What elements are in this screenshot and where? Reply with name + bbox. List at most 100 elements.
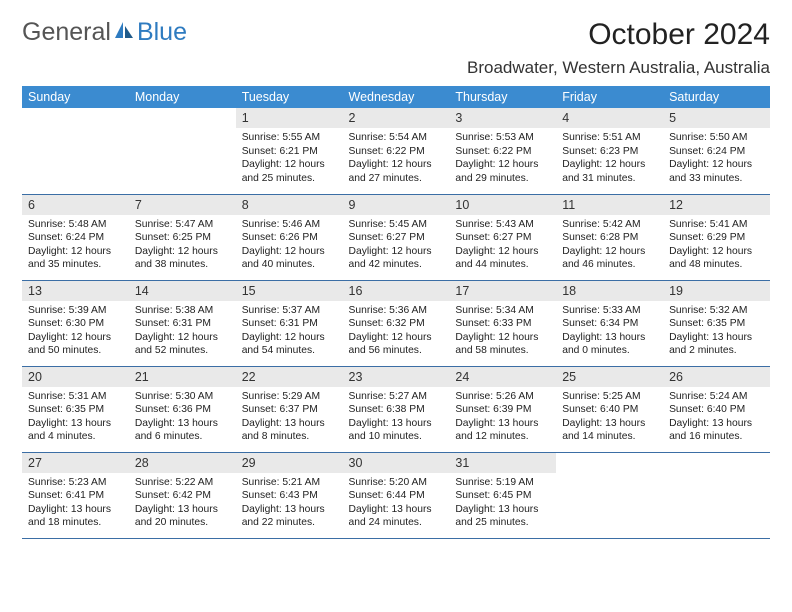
- sunrise-text: Sunrise: 5:30 AM: [135, 390, 230, 404]
- day-sun-data: Sunrise: 5:36 AMSunset: 6:32 PMDaylight:…: [343, 301, 450, 362]
- day-number: 30: [343, 453, 450, 473]
- calendar-day-cell: 10Sunrise: 5:43 AMSunset: 6:27 PMDayligh…: [449, 194, 556, 280]
- daylight-text-2: and 25 minutes.: [242, 172, 337, 186]
- day-sun-data: Sunrise: 5:26 AMSunset: 6:39 PMDaylight:…: [449, 387, 556, 448]
- day-sun-data: Sunrise: 5:19 AMSunset: 6:45 PMDaylight:…: [449, 473, 556, 534]
- calendar-day-cell: 11Sunrise: 5:42 AMSunset: 6:28 PMDayligh…: [556, 194, 663, 280]
- calendar-day-cell: 31Sunrise: 5:19 AMSunset: 6:45 PMDayligh…: [449, 452, 556, 538]
- sunset-text: Sunset: 6:33 PM: [455, 317, 550, 331]
- daylight-text-1: Daylight: 12 hours: [669, 158, 764, 172]
- sunrise-text: Sunrise: 5:42 AM: [562, 218, 657, 232]
- sunrise-text: Sunrise: 5:21 AM: [242, 476, 337, 490]
- sunset-text: Sunset: 6:38 PM: [349, 403, 444, 417]
- calendar-day-cell: 21Sunrise: 5:30 AMSunset: 6:36 PMDayligh…: [129, 366, 236, 452]
- sunset-text: Sunset: 6:39 PM: [455, 403, 550, 417]
- daylight-text-1: Daylight: 12 hours: [135, 331, 230, 345]
- day-sun-data: Sunrise: 5:53 AMSunset: 6:22 PMDaylight:…: [449, 128, 556, 189]
- day-number: 7: [129, 195, 236, 215]
- day-sun-data: Sunrise: 5:50 AMSunset: 6:24 PMDaylight:…: [663, 128, 770, 189]
- calendar-header-row: SundayMondayTuesdayWednesdayThursdayFrid…: [22, 86, 770, 108]
- calendar-day-cell: 18Sunrise: 5:33 AMSunset: 6:34 PMDayligh…: [556, 280, 663, 366]
- day-number: 13: [22, 281, 129, 301]
- daylight-text-1: Daylight: 12 hours: [455, 331, 550, 345]
- daylight-text-1: Daylight: 13 hours: [242, 503, 337, 517]
- sunset-text: Sunset: 6:27 PM: [349, 231, 444, 245]
- day-number: 26: [663, 367, 770, 387]
- day-number: 2: [343, 108, 450, 128]
- day-number: 16: [343, 281, 450, 301]
- day-number: 28: [129, 453, 236, 473]
- daylight-text-2: and 38 minutes.: [135, 258, 230, 272]
- daylight-text-1: Daylight: 12 hours: [242, 245, 337, 259]
- daylight-text-1: Daylight: 12 hours: [242, 158, 337, 172]
- sunset-text: Sunset: 6:37 PM: [242, 403, 337, 417]
- daylight-text-1: Daylight: 13 hours: [349, 417, 444, 431]
- day-number: 15: [236, 281, 343, 301]
- sunset-text: Sunset: 6:35 PM: [28, 403, 123, 417]
- header: General Blue October 2024 Broadwater, We…: [22, 18, 770, 78]
- daylight-text-2: and 33 minutes.: [669, 172, 764, 186]
- daylight-text-1: Daylight: 13 hours: [669, 331, 764, 345]
- sunrise-text: Sunrise: 5:54 AM: [349, 131, 444, 145]
- day-number: 14: [129, 281, 236, 301]
- sunrise-text: Sunrise: 5:46 AM: [242, 218, 337, 232]
- weekday-header: Saturday: [663, 86, 770, 108]
- daylight-text-2: and 56 minutes.: [349, 344, 444, 358]
- calendar-day-cell: 7Sunrise: 5:47 AMSunset: 6:25 PMDaylight…: [129, 194, 236, 280]
- daylight-text-1: Daylight: 13 hours: [455, 417, 550, 431]
- sunset-text: Sunset: 6:23 PM: [562, 145, 657, 159]
- sunset-text: Sunset: 6:45 PM: [455, 489, 550, 503]
- day-number: 4: [556, 108, 663, 128]
- day-number: 9: [343, 195, 450, 215]
- sunset-text: Sunset: 6:22 PM: [349, 145, 444, 159]
- sunrise-text: Sunrise: 5:25 AM: [562, 390, 657, 404]
- day-number: 24: [449, 367, 556, 387]
- location-subtitle: Broadwater, Western Australia, Australia: [467, 58, 770, 78]
- day-sun-data: Sunrise: 5:24 AMSunset: 6:40 PMDaylight:…: [663, 387, 770, 448]
- calendar-day-cell: 16Sunrise: 5:36 AMSunset: 6:32 PMDayligh…: [343, 280, 450, 366]
- calendar-day-cell: ..: [129, 108, 236, 194]
- sunset-text: Sunset: 6:26 PM: [242, 231, 337, 245]
- day-sun-data: Sunrise: 5:38 AMSunset: 6:31 PMDaylight:…: [129, 301, 236, 362]
- day-number: 3: [449, 108, 556, 128]
- weekday-header: Tuesday: [236, 86, 343, 108]
- day-number: 21: [129, 367, 236, 387]
- day-number: 19: [663, 281, 770, 301]
- sunset-text: Sunset: 6:40 PM: [669, 403, 764, 417]
- daylight-text-2: and 2 minutes.: [669, 344, 764, 358]
- daylight-text-1: Daylight: 13 hours: [349, 503, 444, 517]
- sunset-text: Sunset: 6:35 PM: [669, 317, 764, 331]
- sunrise-text: Sunrise: 5:50 AM: [669, 131, 764, 145]
- sunset-text: Sunset: 6:28 PM: [562, 231, 657, 245]
- day-number: 22: [236, 367, 343, 387]
- calendar-day-cell: 28Sunrise: 5:22 AMSunset: 6:42 PMDayligh…: [129, 452, 236, 538]
- day-sun-data: Sunrise: 5:22 AMSunset: 6:42 PMDaylight:…: [129, 473, 236, 534]
- weekday-header: Wednesday: [343, 86, 450, 108]
- day-number: 18: [556, 281, 663, 301]
- sunset-text: Sunset: 6:29 PM: [669, 231, 764, 245]
- day-number: 27: [22, 453, 129, 473]
- daylight-text-1: Daylight: 12 hours: [455, 245, 550, 259]
- daylight-text-2: and 14 minutes.: [562, 430, 657, 444]
- daylight-text-2: and 50 minutes.: [28, 344, 123, 358]
- sunset-text: Sunset: 6:25 PM: [135, 231, 230, 245]
- daylight-text-2: and 52 minutes.: [135, 344, 230, 358]
- daylight-text-2: and 29 minutes.: [455, 172, 550, 186]
- calendar-day-cell: 5Sunrise: 5:50 AMSunset: 6:24 PMDaylight…: [663, 108, 770, 194]
- calendar-body: ....1Sunrise: 5:55 AMSunset: 6:21 PMDayl…: [22, 108, 770, 538]
- sunset-text: Sunset: 6:32 PM: [349, 317, 444, 331]
- sunrise-text: Sunrise: 5:55 AM: [242, 131, 337, 145]
- sunset-text: Sunset: 6:21 PM: [242, 145, 337, 159]
- calendar-day-cell: 8Sunrise: 5:46 AMSunset: 6:26 PMDaylight…: [236, 194, 343, 280]
- daylight-text-2: and 20 minutes.: [135, 516, 230, 530]
- day-sun-data: Sunrise: 5:32 AMSunset: 6:35 PMDaylight:…: [663, 301, 770, 362]
- daylight-text-2: and 54 minutes.: [242, 344, 337, 358]
- day-sun-data: Sunrise: 5:45 AMSunset: 6:27 PMDaylight:…: [343, 215, 450, 276]
- sunset-text: Sunset: 6:36 PM: [135, 403, 230, 417]
- sunrise-text: Sunrise: 5:23 AM: [28, 476, 123, 490]
- calendar-day-cell: 30Sunrise: 5:20 AMSunset: 6:44 PMDayligh…: [343, 452, 450, 538]
- day-sun-data: Sunrise: 5:41 AMSunset: 6:29 PMDaylight:…: [663, 215, 770, 276]
- sunrise-text: Sunrise: 5:47 AM: [135, 218, 230, 232]
- page-title: October 2024: [467, 18, 770, 52]
- sunset-text: Sunset: 6:31 PM: [242, 317, 337, 331]
